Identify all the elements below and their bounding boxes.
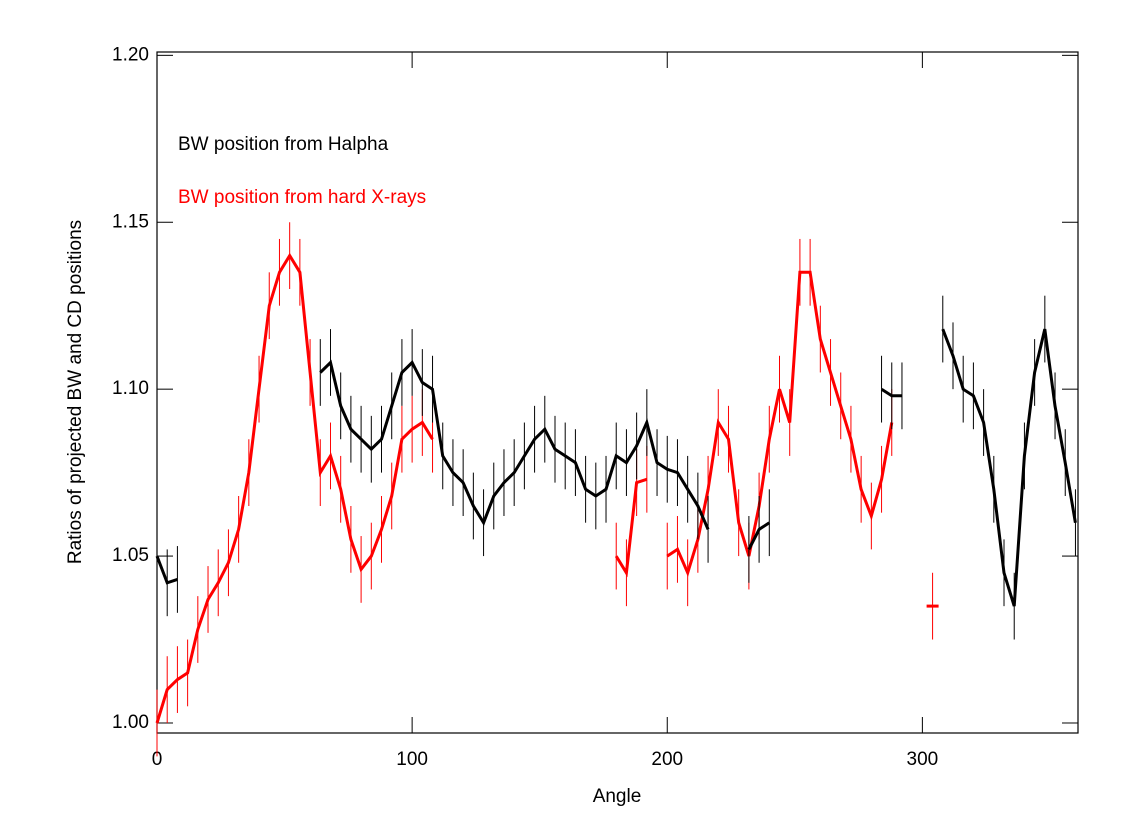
y-tick-label: 1.15 [112, 211, 149, 232]
x-tick-label: 0 [152, 749, 163, 770]
series-line [880, 387, 902, 398]
x-axis-label: Angle [593, 786, 642, 807]
series-line [155, 555, 178, 585]
series-line [155, 252, 434, 724]
plot-frame [156, 51, 1079, 734]
x-tick-label: 100 [396, 749, 428, 770]
legend-entry: BW position from Halpha [178, 134, 389, 155]
y-tick-label: 1.05 [112, 545, 149, 566]
series-line [941, 328, 1077, 607]
x-tick-label: 200 [651, 749, 683, 770]
y-axis-label: Ratios of projected BW and CD positions [65, 220, 86, 564]
y-tick-label: 1.10 [112, 378, 149, 399]
y-tick-label: 1.00 [112, 712, 149, 733]
series-line [747, 521, 771, 551]
legend-entry: BW position from hard X-rays [178, 187, 426, 208]
series-line [666, 270, 894, 578]
x-tick-label: 300 [907, 749, 939, 770]
y-tick-label: 1.20 [112, 44, 149, 65]
series-line [614, 477, 648, 578]
series-line [319, 359, 710, 530]
